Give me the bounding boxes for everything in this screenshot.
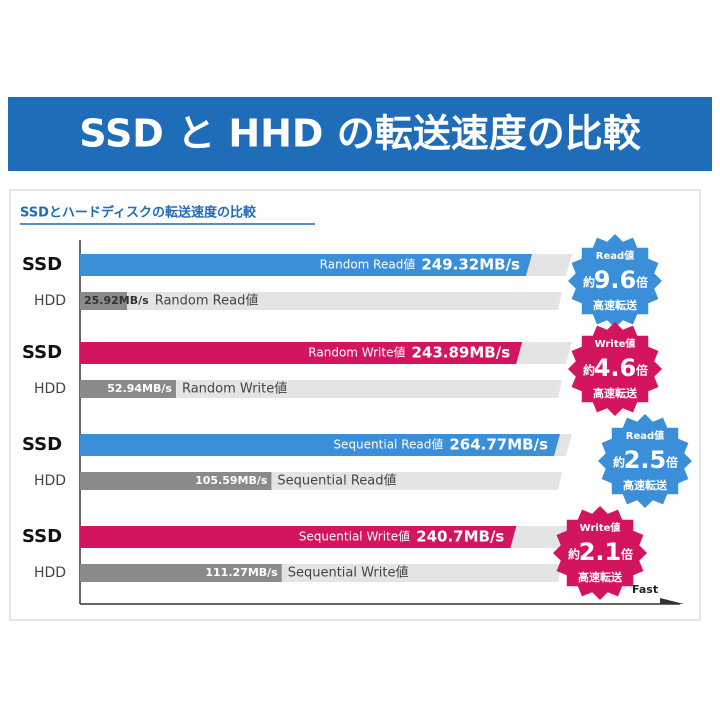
badge [598, 414, 692, 508]
badge-prefix: 約 [568, 547, 580, 562]
bar-label: Sequential Read値 [333, 437, 443, 452]
badge-caption: 高速転送 [593, 386, 638, 400]
bar-label: Random Write値 [182, 381, 287, 397]
series-label: SSD [22, 342, 62, 363]
badge-caption: 高速転送 [593, 298, 638, 312]
value-label: 52.94MB/s [107, 382, 172, 395]
badge [568, 322, 662, 416]
badge-suffix: 倍 [636, 363, 648, 378]
badge-heading: Read値 [626, 429, 664, 442]
bar [80, 526, 517, 548]
badge-suffix: 倍 [666, 455, 678, 470]
bar [80, 292, 127, 310]
bar [80, 472, 272, 490]
value-label: 111.27MB/s [205, 566, 278, 579]
bar [80, 342, 523, 364]
bar-label: Sequential Read値 [277, 473, 396, 489]
badge-caption: 高速転送 [578, 570, 623, 584]
badge-prefix: 約 [613, 455, 625, 470]
bar-label: Random Read値 [155, 293, 259, 309]
badge-prefix: 約 [583, 275, 595, 290]
value-label: 243.89MB/s [411, 344, 510, 362]
series-label: SSD [22, 254, 62, 275]
badge-prefix: 約 [583, 363, 595, 378]
banner [8, 97, 712, 171]
bar-label: Sequential Write値 [299, 529, 410, 544]
badge-ratio: 4.6 [594, 354, 637, 382]
bar-label: Random Write値 [308, 345, 405, 360]
value-label: 264.77MB/s [449, 436, 548, 454]
bar [80, 380, 176, 398]
badge-ratio: 9.6 [594, 266, 637, 294]
bar-track [80, 380, 562, 398]
value-label: 240.7MB/s [416, 528, 504, 546]
badge [553, 506, 647, 600]
series-label: SSD [22, 434, 62, 455]
value-label: 105.59MB/s [195, 474, 268, 487]
badge-heading: Write値 [580, 521, 621, 534]
series-label: HDD [34, 293, 66, 309]
plot: SSD HDD 249.32MB/s Random Read値 25.92MB/s Ran… [22, 234, 692, 600]
series-label: HDD [34, 381, 66, 397]
banner-title: SSD と HHD の転送速度の比較 [79, 112, 641, 156]
bar [80, 434, 560, 456]
chart-title: SSDとハードディスクの転送速度の比較 [20, 205, 257, 221]
bar-label: Random Read値 [320, 257, 416, 272]
badge [568, 234, 662, 328]
bar-label: Sequential Write値 [288, 565, 409, 581]
series-label: HDD [34, 565, 66, 581]
badge-caption: 高速転送 [623, 478, 668, 492]
badge-suffix: 倍 [621, 547, 633, 562]
value-label: 249.32MB/s [421, 256, 520, 274]
bar-track [80, 292, 562, 310]
bar [80, 254, 532, 276]
axis-label: Fast [632, 583, 658, 596]
badge-heading: Write値 [595, 337, 636, 350]
badge-ratio: 2.5 [624, 446, 667, 474]
value-label: 25.92MB/s [84, 294, 149, 307]
series-label: HDD [34, 473, 66, 489]
axis-arrow [660, 598, 684, 604]
bar [80, 564, 282, 582]
series-label: SSD [22, 526, 62, 547]
badge-ratio: 2.1 [579, 538, 622, 566]
badge-heading: Read値 [596, 249, 634, 262]
badge-suffix: 倍 [636, 275, 648, 290]
